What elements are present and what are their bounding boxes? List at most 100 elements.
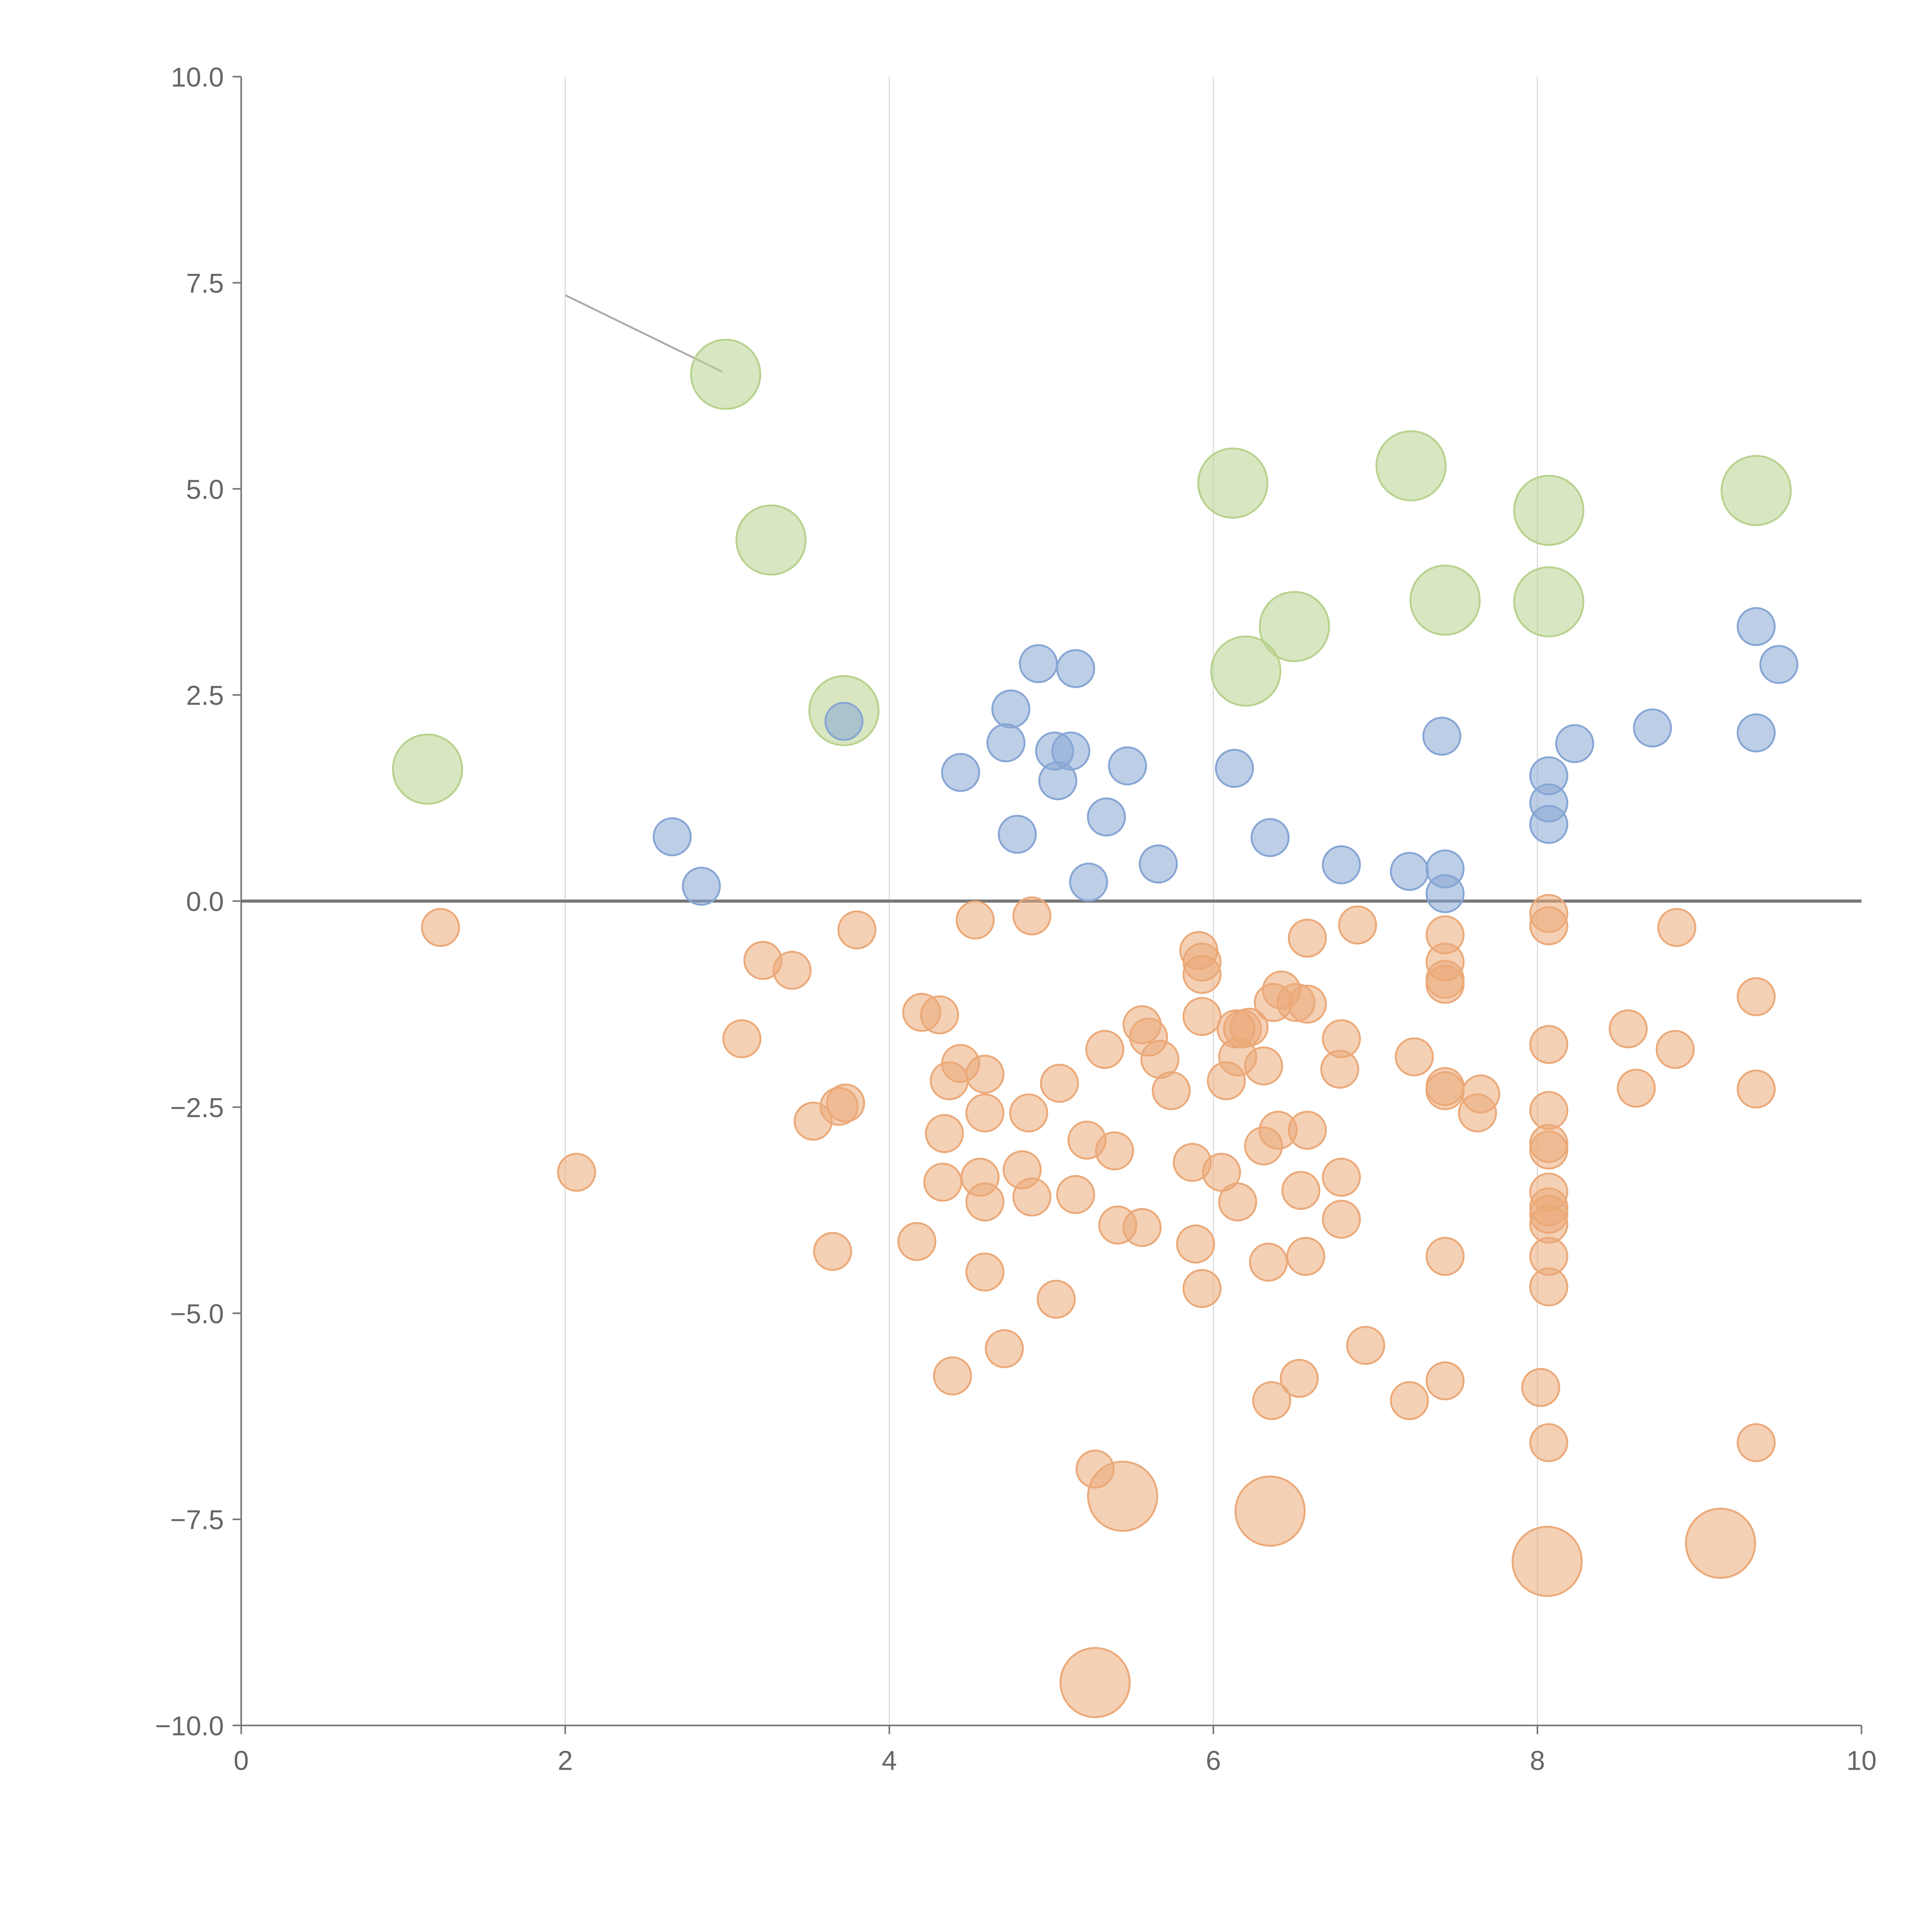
point-orange xyxy=(897,1222,937,1261)
point-orange xyxy=(1458,1093,1497,1133)
point-orange xyxy=(1040,1064,1079,1103)
point-orange xyxy=(1218,1182,1257,1222)
point-orange-large xyxy=(1685,1507,1756,1579)
point-orange xyxy=(1281,1171,1321,1210)
point-orange-large xyxy=(1234,1475,1306,1547)
point-orange xyxy=(1249,1242,1288,1282)
point-orange xyxy=(1322,1200,1361,1239)
point-orange xyxy=(1012,1177,1051,1217)
point-green xyxy=(690,338,762,410)
point-orange xyxy=(1037,1280,1076,1319)
point-orange xyxy=(1521,1368,1560,1407)
point-orange xyxy=(1390,1381,1429,1420)
point-orange xyxy=(1151,1071,1191,1111)
point-green xyxy=(1259,591,1330,662)
point-green xyxy=(1513,474,1585,546)
point-blue xyxy=(1108,746,1147,786)
point-orange xyxy=(1056,1175,1095,1214)
point-orange xyxy=(1288,918,1327,958)
point-blue xyxy=(991,689,1031,729)
point-orange xyxy=(1176,1225,1215,1264)
point-orange xyxy=(1252,1381,1291,1420)
point-green xyxy=(735,504,807,576)
point-orange xyxy=(1322,1158,1361,1197)
point-blue xyxy=(1759,645,1799,684)
point-orange xyxy=(722,1019,762,1058)
point-orange xyxy=(920,995,959,1034)
point-orange xyxy=(1395,1037,1434,1077)
point-blue xyxy=(1390,852,1429,891)
x-tick-label: 8 xyxy=(1530,1745,1545,1776)
point-blue xyxy=(1087,797,1126,837)
x-tick-label: 6 xyxy=(1206,1745,1221,1776)
point-orange xyxy=(925,1114,964,1153)
y-tick-label: −7.5 xyxy=(170,1505,224,1535)
point-orange xyxy=(956,900,995,940)
point-orange xyxy=(1320,1049,1359,1089)
point-orange xyxy=(1280,1359,1319,1398)
point-orange xyxy=(1346,1326,1385,1365)
point-blue xyxy=(1555,724,1594,763)
point-blue xyxy=(824,702,864,741)
point-orange xyxy=(1529,906,1568,946)
y-tick-label: 5.0 xyxy=(186,474,224,505)
point-blue xyxy=(1422,716,1461,756)
point-orange xyxy=(1288,1111,1327,1150)
point-blue xyxy=(682,867,721,906)
y-tick-label: −2.5 xyxy=(170,1092,224,1123)
point-blue xyxy=(1529,805,1568,844)
point-green xyxy=(392,733,463,805)
point-orange xyxy=(1529,1025,1568,1064)
y-tick-label: −10.0 xyxy=(155,1711,224,1741)
point-blue xyxy=(1736,607,1776,646)
point-orange xyxy=(965,1252,1005,1292)
x-tick-label: 10 xyxy=(1846,1745,1876,1776)
point-orange xyxy=(965,1182,1005,1222)
point-blue xyxy=(1056,649,1095,688)
point-green xyxy=(1513,566,1585,638)
point-orange xyxy=(1736,977,1776,1016)
y-tick-label: 10.0 xyxy=(171,62,224,92)
point-orange xyxy=(1182,955,1222,994)
point-green xyxy=(1409,565,1481,636)
y-tick-label: 7.5 xyxy=(186,268,224,298)
point-orange-large xyxy=(1087,1461,1158,1532)
point-orange xyxy=(772,951,812,990)
point-orange xyxy=(1244,1046,1283,1086)
point-blue xyxy=(1069,862,1108,902)
point-blue xyxy=(653,817,692,856)
point-blue xyxy=(1139,844,1178,884)
point-orange xyxy=(965,1054,1005,1094)
point-blue xyxy=(1633,708,1672,748)
y-tick-label: −5.0 xyxy=(170,1298,224,1329)
point-orange xyxy=(837,910,877,950)
point-blue xyxy=(1425,874,1465,913)
point-orange xyxy=(1529,1267,1568,1306)
x-ticks: 0 2 4 6 8 10 xyxy=(234,1725,1877,1776)
point-green xyxy=(1720,455,1792,526)
point-orange xyxy=(1529,1423,1568,1463)
point-orange xyxy=(1425,1071,1465,1111)
point-orange xyxy=(1736,1069,1776,1109)
point-blue xyxy=(1250,818,1290,857)
point-orange xyxy=(1736,1423,1776,1463)
point-orange xyxy=(1529,1130,1568,1170)
point-orange xyxy=(985,1329,1024,1368)
point-green xyxy=(1197,447,1269,519)
gridlines xyxy=(241,77,1862,1726)
point-orange xyxy=(813,1232,852,1271)
point-orange xyxy=(421,908,460,947)
point-blue xyxy=(998,815,1037,854)
point-orange xyxy=(1095,1131,1134,1170)
point-blue xyxy=(986,723,1026,762)
point-orange xyxy=(1182,1269,1222,1308)
point-orange xyxy=(1286,1237,1325,1276)
y-tick-label: 0.0 xyxy=(186,886,224,917)
point-orange xyxy=(1182,997,1222,1036)
point-orange xyxy=(923,1163,963,1202)
point-orange xyxy=(965,1093,1005,1133)
point-blue xyxy=(1051,731,1090,771)
point-orange xyxy=(1425,965,1465,1004)
point-orange xyxy=(1009,1093,1048,1133)
point-orange xyxy=(1230,1007,1269,1047)
